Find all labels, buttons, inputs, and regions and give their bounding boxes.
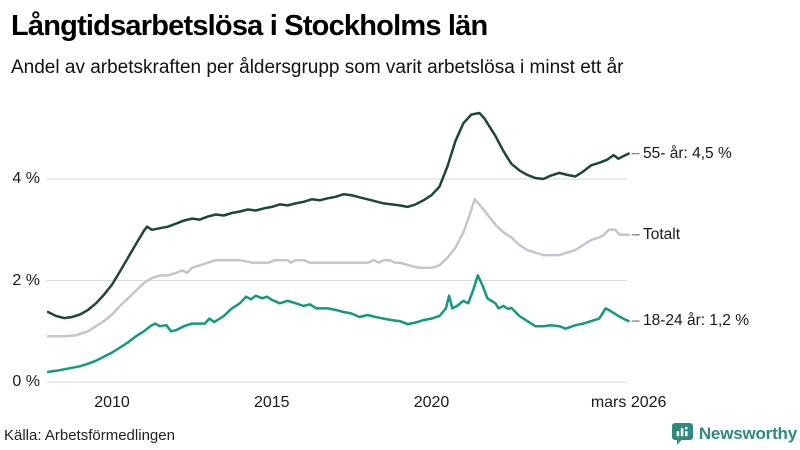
x-axis-tick-label: 2020	[413, 394, 450, 411]
x-axis-tick-label: 2010	[94, 394, 130, 411]
y-axis-tick-label: 2 %	[12, 271, 40, 289]
page-title: Långtidsarbetslösa i Stockholms län	[11, 10, 488, 42]
series-label-55-plus: 55- år: 4,5 %	[643, 144, 732, 162]
chart-subtitle: Andel av arbetskraften per åldersgrupp s…	[11, 57, 624, 78]
newsworthy-logo[interactable]: Newsworthy	[671, 422, 797, 446]
source-note: Källa: Arbetsförmedlingen	[4, 427, 175, 444]
series-label-18-24: 18-24 år: 1,2 %	[643, 312, 749, 330]
y-axis-tick-label: 4 %	[12, 170, 40, 187]
x-axis-tick-label: 2015	[253, 394, 290, 411]
newsworthy-chart-bubble-icon	[671, 423, 693, 445]
x-axis-tick-label: mars 2026	[590, 394, 667, 411]
y-axis-tick-label: 0 %	[12, 373, 40, 390]
newsworthy-wordmark: Newsworthy	[698, 424, 797, 443]
series-label-total: Totalt	[643, 225, 681, 243]
